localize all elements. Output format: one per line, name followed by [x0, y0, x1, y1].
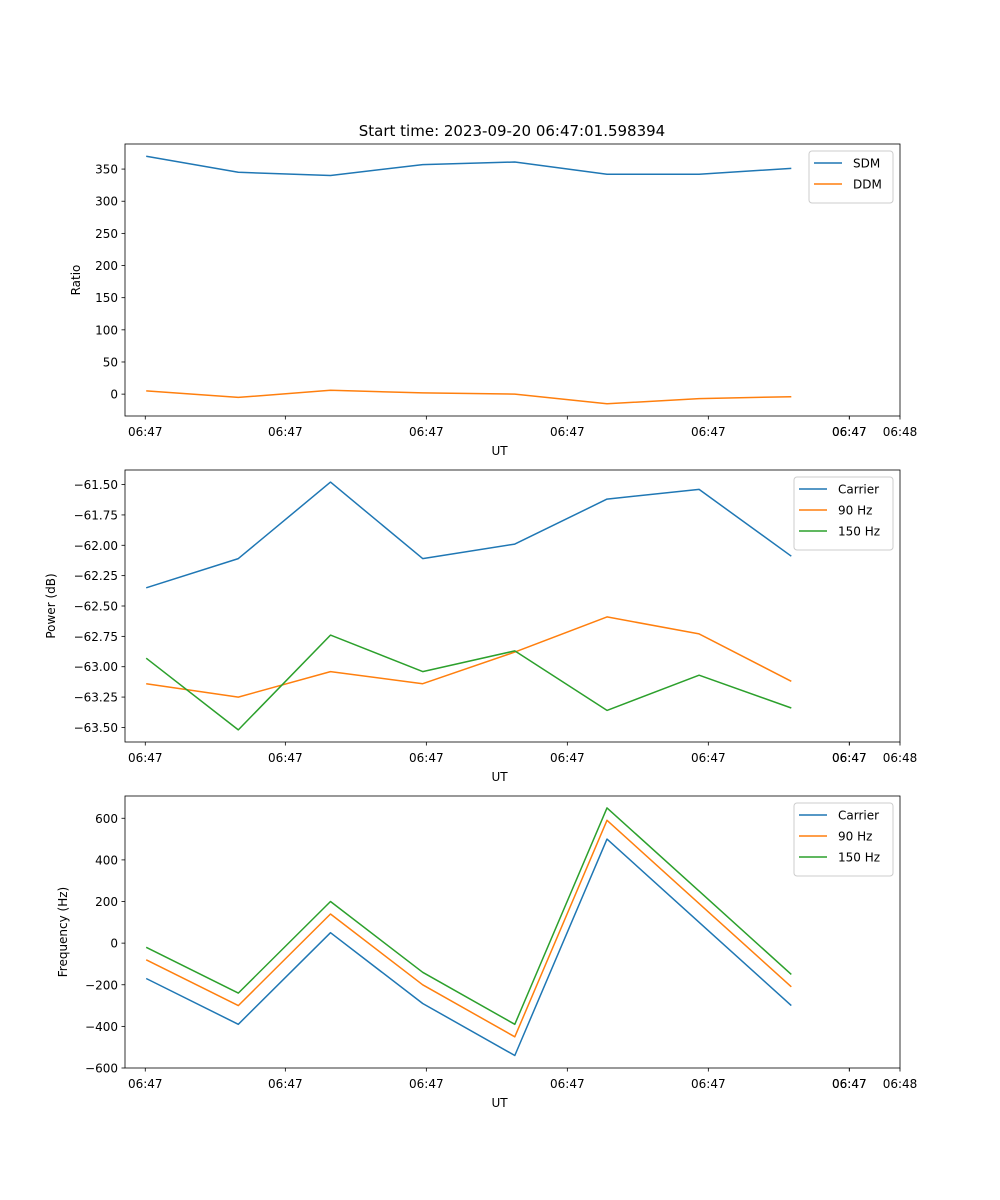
x-tick-label: 06:47: [128, 1077, 163, 1091]
legend-label: 90 Hz: [838, 504, 872, 518]
x-tick-label: 06:47: [832, 751, 867, 765]
x-tick-label: 06:47: [550, 425, 585, 439]
x-tick-label: 06:47: [268, 1077, 303, 1091]
x-tick-label: 06:47: [832, 751, 867, 765]
y-tick-label: 0: [110, 937, 118, 951]
x-tick-label: 06:47: [832, 1077, 867, 1091]
y-axis-label: Power (dB): [44, 573, 58, 638]
x-tick-label: 06:47: [691, 1077, 726, 1091]
series-line-90-hz: [146, 616, 792, 698]
x-axis-label: UT: [491, 444, 508, 458]
y-tick-label: 250: [95, 227, 118, 241]
y-tick-label: 50: [103, 355, 118, 369]
y-tick-label: 600: [95, 812, 118, 826]
legend: SDM DDM: [808, 150, 894, 204]
legend-box: [808, 150, 894, 204]
x-tick-label: 06:47: [268, 751, 303, 765]
y-tick-label: 200: [95, 895, 118, 909]
y-tick-label: −62.25: [74, 569, 118, 583]
y-tick-label: −62.00: [74, 539, 118, 553]
y-tick-label: −62.50: [74, 600, 118, 614]
legend-label: DDM: [853, 178, 882, 192]
series-line-150-hz: [145, 634, 792, 731]
x-tick-label: 06:47: [550, 1077, 585, 1091]
y-tick-label: 350: [95, 163, 118, 177]
x-axis-label: UT: [491, 1096, 508, 1110]
y-tick-label: −63.00: [74, 660, 118, 674]
series-line-150-hz: [145, 807, 792, 1026]
x-tick-label: 06:47: [832, 425, 867, 439]
series-line-carrier: [145, 481, 792, 589]
y-tick-label: −62.75: [74, 630, 118, 644]
x-tick-label: 06:47: [268, 425, 303, 439]
axes-panel-2: −63.50 −63.25 −63.00 −62.75 −62.50 −62.25 −62.…: [44, 469, 918, 784]
y-tick-label: −400: [85, 1020, 118, 1034]
x-tick-label: 06:47: [832, 425, 867, 439]
y-tick-label: 300: [95, 195, 118, 209]
axes-panel-3: −600 −400 −200 0 200 400 600 06:47 06:47 06:47 06:…: [56, 795, 918, 1110]
y-tick-label: 400: [95, 853, 118, 867]
y-axis-label: Ratio: [69, 265, 83, 296]
y-tick-label: 150: [95, 291, 118, 305]
x-axis-label: UT: [491, 770, 508, 784]
legend-label: SDM: [853, 157, 880, 171]
x-tick-label: 06:47: [409, 751, 444, 765]
y-tick-label: −200: [85, 978, 118, 992]
axes-frame: [124, 795, 901, 1069]
x-tick-label: 06:47: [128, 425, 163, 439]
legend-label: Carrier: [838, 809, 879, 823]
series-line-90-hz: [145, 819, 792, 1038]
x-tick-label: 06:47: [832, 1077, 867, 1091]
series-line-ddm: [146, 389, 792, 405]
x-tick-label: 06:47: [409, 425, 444, 439]
y-tick-label: 0: [110, 388, 118, 402]
legend-label: Carrier: [838, 483, 879, 497]
y-tick-label: −63.25: [74, 691, 118, 705]
legend: Carrier 90 Hz 150 Hz: [793, 802, 894, 877]
x-tick-label: 06:48: [883, 751, 918, 765]
figure-title: Start time: 2023-09-20 06:47:01.598394: [359, 122, 665, 140]
x-tick-label: 06:47: [128, 751, 163, 765]
x-tick-label: 06:47: [550, 751, 585, 765]
series-line-carrier: [145, 838, 792, 1057]
x-tick-label: 06:47: [691, 425, 726, 439]
legend: Carrier 90 Hz 150 Hz: [793, 476, 894, 551]
y-tick-label: −600: [85, 1062, 118, 1076]
axes-frame: [124, 143, 901, 417]
y-tick-label: 200: [95, 259, 118, 273]
legend-label: 90 Hz: [838, 830, 872, 844]
legend-label: 150 Hz: [838, 851, 880, 865]
y-tick-label: −61.75: [74, 508, 118, 522]
y-tick-label: −63.50: [74, 721, 118, 735]
y-axis-label: Frequency (Hz): [56, 887, 70, 978]
x-tick-label: 06:47: [691, 751, 726, 765]
axes-panel-1: 0 50 100 150 200 250 300 350 06:47 06:47 06:47 06:4…: [69, 143, 918, 458]
x-tick-label: 06:47: [409, 1077, 444, 1091]
x-tick-label: 06:48: [883, 1077, 918, 1091]
y-tick-label: 100: [95, 323, 118, 337]
series-line-sdm: [146, 155, 792, 177]
y-tick-label: −61.50: [74, 478, 118, 492]
legend-label: 150 Hz: [838, 525, 880, 539]
x-tick-label: 06:48: [883, 425, 918, 439]
